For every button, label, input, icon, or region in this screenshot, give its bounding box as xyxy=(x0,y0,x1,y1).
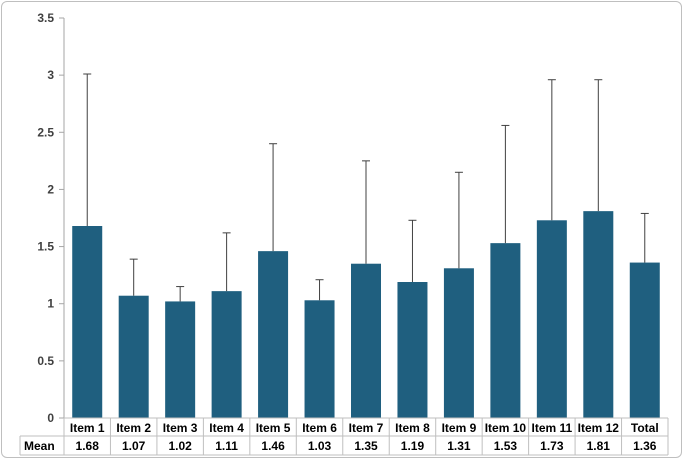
error-bars xyxy=(83,73,649,302)
x-tick-label: Item 4 xyxy=(209,421,244,435)
bars xyxy=(72,211,660,418)
table-value: 1.81 xyxy=(587,439,611,453)
table-value: 1.03 xyxy=(308,439,332,453)
bar xyxy=(583,211,614,418)
table-value: 1.35 xyxy=(354,439,378,453)
y-tick-label: 1 xyxy=(47,297,54,311)
bar xyxy=(72,226,103,418)
bar xyxy=(118,295,149,418)
bar xyxy=(165,301,196,418)
bar xyxy=(629,262,660,418)
y-axis: 0 0.5 1 1.5 2 2.5 3 3.5 xyxy=(37,11,65,425)
x-tick-label: Item 10 xyxy=(485,421,527,435)
table-value: 1.31 xyxy=(447,439,471,453)
bar xyxy=(397,282,428,418)
table-value: 1.68 xyxy=(76,439,100,453)
table-value: 1.07 xyxy=(122,439,146,453)
bar xyxy=(211,291,242,418)
bar xyxy=(258,251,289,418)
table-value: 1.36 xyxy=(633,439,657,453)
table-row-label: Mean xyxy=(24,439,55,453)
table-value: 1.11 xyxy=(215,439,238,453)
bar xyxy=(490,243,521,418)
x-tick-label: Item 7 xyxy=(349,421,384,435)
table-value: 1.19 xyxy=(401,439,425,453)
bar xyxy=(536,220,567,418)
bar xyxy=(304,300,335,418)
y-tick-label: 3.5 xyxy=(37,11,54,25)
x-tick-label: Item 2 xyxy=(116,421,151,435)
x-tick-label: Item 3 xyxy=(163,421,198,435)
bar xyxy=(443,268,474,418)
x-tick-label: Item 8 xyxy=(395,421,430,435)
y-tick-label: 1.5 xyxy=(37,240,54,254)
y-tick-label: 2 xyxy=(47,182,54,196)
bar xyxy=(351,263,381,418)
x-tick-label: Total xyxy=(631,421,659,435)
table-value: 1.73 xyxy=(540,439,564,453)
y-tick-label: 0.5 xyxy=(37,354,54,368)
y-tick-label: 3 xyxy=(47,68,54,82)
x-tick-label: Item 6 xyxy=(302,421,337,435)
y-tick-label: 2.5 xyxy=(37,125,54,139)
table-value: 1.46 xyxy=(261,439,285,453)
data-table: Item 1 Item 2 Item 3 Item 4 Item 5 Item 6 Item… xyxy=(19,417,669,456)
y-tick-label: 0 xyxy=(47,411,54,425)
x-tick-label: Item 11 xyxy=(531,421,572,435)
table-value: 1.02 xyxy=(168,439,192,453)
x-tick-label: Item 5 xyxy=(256,421,291,435)
x-tick-label: Item 12 xyxy=(578,421,620,435)
x-tick-label: Item 1 xyxy=(70,421,105,435)
table-value: 1.53 xyxy=(494,439,518,453)
x-tick-label: Item 9 xyxy=(442,421,477,435)
